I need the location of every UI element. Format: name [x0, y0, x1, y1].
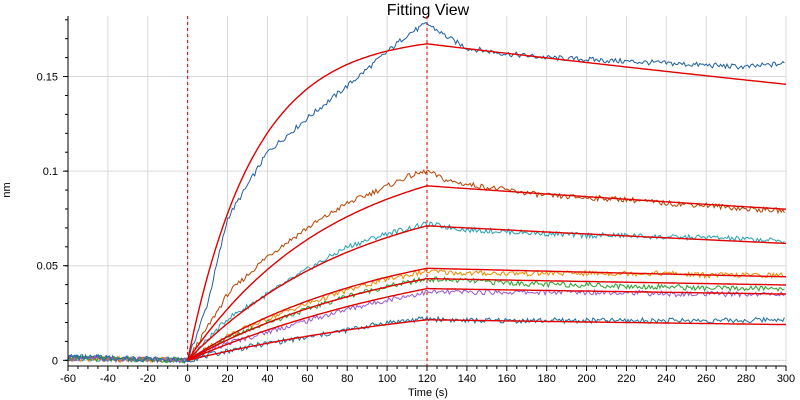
x-tick-label: 200	[577, 373, 595, 385]
x-tick-label: 100	[378, 373, 396, 385]
y-tick-label: 0.15	[37, 72, 58, 84]
x-tick-label: 260	[697, 373, 715, 385]
x-tick-label: 160	[498, 373, 516, 385]
x-tick-label: 300	[777, 373, 795, 385]
fit-curve	[187, 287, 787, 361]
marker-layer	[187, 16, 428, 366]
x-tick-label: 40	[261, 373, 273, 385]
y-axis-label: nm	[1, 182, 13, 197]
raw-trace	[67, 288, 785, 363]
fit-curve	[187, 267, 787, 361]
fit-curves	[187, 43, 787, 361]
x-tick-label: 80	[341, 373, 353, 385]
fit-curve	[187, 43, 787, 361]
x-tick-label: -20	[140, 373, 156, 385]
fit-curve	[187, 319, 787, 361]
fit-curve	[187, 277, 787, 361]
raw-trace	[67, 315, 785, 364]
x-tick-label: 280	[737, 373, 755, 385]
chart-title: Fitting View	[387, 2, 470, 19]
x-tick-label: 0	[185, 373, 191, 385]
fit-curve	[187, 185, 787, 361]
fit-curve	[187, 225, 787, 361]
x-tick-label: 20	[221, 373, 233, 385]
grid-layer	[67, 16, 787, 366]
y-tick-label: 0.1	[43, 166, 58, 178]
x-tick-label: -60	[60, 373, 76, 385]
raw-traces	[67, 22, 785, 364]
tick-labels: -60 -40 -20 0 20 40 60 80 100 120 140 160 180 200 220 2…	[37, 19, 795, 385]
y-tick-label: 0	[52, 355, 58, 367]
x-tick-label: 120	[418, 373, 436, 385]
x-tick-label: 220	[617, 373, 635, 385]
x-tick-label: 240	[657, 373, 675, 385]
y-tick-label: 0.05	[37, 261, 58, 273]
x-tick-label: 140	[458, 373, 476, 385]
x-tick-label: 60	[301, 373, 313, 385]
x-tick-label: 180	[537, 373, 555, 385]
x-tick-label: -40	[100, 373, 116, 385]
x-axis-label: Time (s)	[408, 387, 448, 399]
raw-trace	[67, 22, 785, 364]
